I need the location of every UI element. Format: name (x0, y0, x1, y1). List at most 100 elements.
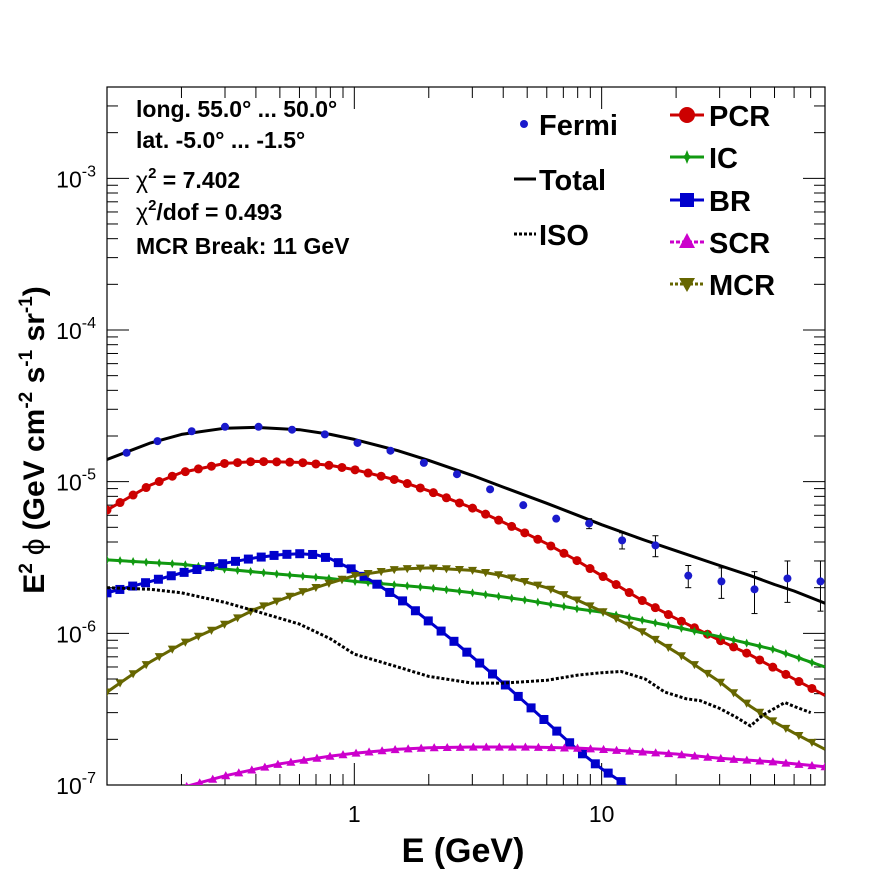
series-marker-pcr (272, 457, 282, 467)
series-marker-br (231, 556, 241, 566)
legend-entry-mcr: MCR (670, 270, 775, 302)
annotation-chi2-dof: χ2/dof = 0.493 (136, 197, 282, 225)
series-marker-pcr (389, 474, 399, 484)
legend-label-ic: IC (709, 143, 738, 175)
series-marker-br (462, 647, 472, 657)
legend: Fermi Total ISO PCR IC BR SCR (514, 101, 775, 302)
y-tick-label-base: 10 (56, 773, 82, 799)
fermi-point (651, 541, 660, 550)
series-marker-pcr (768, 662, 778, 672)
series-marker-scr (195, 778, 204, 785)
series-marker-scr (390, 745, 400, 754)
series-marker-pcr (468, 503, 478, 513)
fermi-point (452, 470, 461, 479)
series-marker-mcr (219, 620, 229, 629)
legend-entry-ic: IC (670, 143, 738, 175)
series-marker-mcr (272, 597, 282, 606)
series-marker-scr (820, 762, 825, 771)
legend-entry-iso: ISO (514, 220, 589, 252)
series-marker-br (398, 596, 408, 606)
series-br (107, 549, 628, 785)
series-marker-mcr (311, 583, 321, 593)
series-marker-mcr (572, 596, 582, 605)
series-marker-mcr (742, 699, 752, 708)
series-marker-mcr (415, 564, 425, 573)
series-marker-ic (402, 581, 412, 591)
series-marker-scr (273, 759, 283, 768)
series-marker-scr (586, 744, 596, 753)
series-marker-mcr (402, 565, 412, 574)
series-marker-pcr (311, 459, 321, 469)
x-tick-label: 1 (348, 801, 361, 827)
y-label-close: ) (18, 286, 51, 296)
legend-marker-fermi (520, 120, 528, 128)
series-marker-mcr (481, 569, 491, 578)
series-marker-pcr (219, 458, 229, 468)
series-marker-br (333, 558, 343, 568)
series-marker-ic (520, 595, 530, 605)
series-marker-br (107, 588, 112, 598)
series-marker-mcr (389, 566, 399, 575)
series-marker-scr (729, 754, 739, 763)
series-marker-ic (167, 559, 177, 569)
legend-label-pcr: PCR (709, 101, 770, 133)
series-marker-pcr (507, 521, 517, 531)
series-total (107, 425, 825, 605)
series-marker-scr (481, 742, 491, 751)
legend-marker-br (680, 193, 694, 207)
chi2dof-symbol: χ (136, 199, 148, 225)
series-marker-mcr (650, 635, 660, 645)
series-marker-mcr (637, 628, 647, 637)
series-marker-ic (415, 582, 425, 592)
series-marker-ic (233, 565, 243, 575)
series-scr (184, 742, 825, 785)
legend-marker-mcr (679, 278, 695, 292)
series-marker-mcr (441, 565, 451, 574)
series-marker-mcr (350, 571, 360, 581)
series-marker-pcr (637, 596, 647, 606)
series-marker-br (243, 554, 253, 564)
series-marker-ic (389, 580, 399, 590)
series-marker-ic (494, 591, 504, 601)
series-marker-ic (703, 629, 713, 639)
series-marker-scr (234, 768, 244, 777)
legend-entry-pcr: PCR (670, 101, 770, 133)
fermi-point (750, 585, 759, 594)
series-marker-br (513, 691, 523, 701)
series-marker-mcr (703, 669, 713, 678)
series-marker-scr (325, 751, 335, 760)
series-line-total (107, 425, 825, 605)
series-marker-pcr (585, 564, 595, 574)
series-marker-scr (299, 755, 309, 764)
series-marker-mcr (598, 608, 608, 617)
series-marker-mcr (107, 688, 112, 697)
x-tick-label: 10 (589, 801, 615, 827)
series-marker-mcr (729, 689, 739, 698)
series-marker-scr (794, 759, 804, 768)
legend-label-total: Total (539, 165, 606, 197)
series-marker-ic (507, 593, 517, 603)
legend-marker-ic (680, 150, 694, 164)
y-tick-label: 10-5 (56, 467, 96, 496)
series-marker-ic (363, 578, 373, 588)
y-label-E-exp: 2 (16, 563, 37, 574)
series-marker-br (410, 606, 420, 616)
series-marker-br (475, 658, 485, 668)
series-marker-scr (221, 771, 231, 780)
y-tick-label-base: 10 (56, 318, 82, 344)
series-marker-ic (246, 567, 256, 577)
legend-entry-total: Total (514, 165, 606, 197)
annotation-longitude: long. 55.0° ... 50.0° (136, 96, 337, 122)
series-marker-pcr (794, 677, 804, 687)
series-marker-ic (768, 644, 778, 654)
series-marker-pcr (115, 498, 125, 508)
annotation-mcr-break: MCR Break: 11 GeV (136, 233, 350, 259)
series-marker-scr (403, 744, 413, 753)
series-marker-pcr (572, 556, 582, 566)
series-marker-pcr (546, 541, 556, 551)
series-marker-br (449, 636, 459, 646)
chi2dof-value: /dof = 0.493 (156, 199, 282, 225)
series-marker-br (128, 581, 138, 591)
series-marker-mcr (193, 632, 203, 641)
y-tick-label-base: 10 (56, 166, 82, 192)
